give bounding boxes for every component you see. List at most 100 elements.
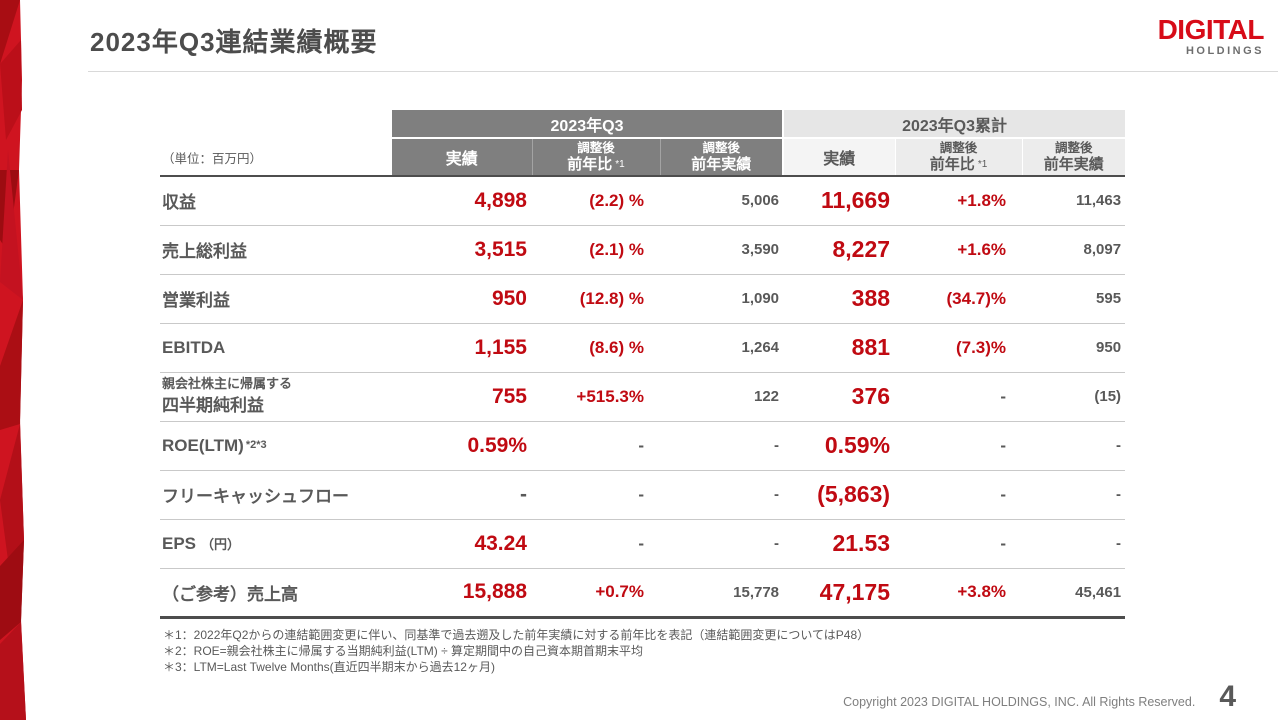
cell-q3-prev: 5,006 <box>660 176 784 226</box>
cell-ytd-prev: 45,461 <box>1022 568 1126 619</box>
footnote-ref-1: *1 <box>977 158 988 170</box>
results-table-body: 収益 4,898 (2.2) % 5,006 11,669 +1.8% 11,463 売上総利… <box>160 176 1126 619</box>
logo-holdings-text: HOLDINGS <box>1185 45 1264 57</box>
cell-ytd-actual: 8,227 <box>783 225 896 275</box>
cell-q3-prev: 15,778 <box>660 568 784 619</box>
row-label: フリーキャッシュフロー <box>160 470 392 520</box>
cell-ytd-actual: 11,669 <box>783 176 896 226</box>
page-number: 4 <box>1219 680 1236 713</box>
header-ytd-adjusted-yoy: 調整後 前年比 *1 <box>894 138 1023 177</box>
title-divider <box>88 71 1278 72</box>
cell-ytd-prev: 595 <box>1022 274 1126 324</box>
cell-ytd-actual: 881 <box>783 323 896 373</box>
company-logo: DIGITAL HOLDINGS <box>1157 14 1265 57</box>
footnotes: ＊1：2022年Q2からの連結範囲変更に伴い、同基準で過去遡及した前年実績に対す… <box>163 628 869 675</box>
cell-q3-prev: 122 <box>660 372 784 422</box>
cell-q3-prev: - <box>660 421 784 471</box>
cell-q3-actual: 1,155 <box>392 323 532 373</box>
results-table: （単位：百万円） 2023年Q3 2023年Q3累計 実績 調整後 前年比 *1 … <box>160 110 1126 619</box>
header-ytd-adjusted-prev: 調整後 前年実績 <box>1021 138 1126 177</box>
left-accent-band <box>0 0 26 720</box>
cell-q3-yoy: +0.7% <box>532 568 660 619</box>
slide-footer: Copyright 2023 DIGITAL HOLDINGS, INC. Al… <box>843 680 1236 714</box>
cell-q3-actual: 950 <box>392 274 532 324</box>
cell-q3-actual: 43.24 <box>392 519 532 569</box>
row-label: ROE(LTM) *2*3 <box>160 421 392 471</box>
cell-ytd-yoy: - <box>895 470 1023 520</box>
cell-q3-actual: 15,888 <box>392 568 532 619</box>
table-row: 収益 4,898 (2.2) % 5,006 11,669 +1.8% 11,463 <box>160 176 1126 226</box>
cell-q3-yoy: (8.6) % <box>532 323 660 373</box>
cell-q3-yoy: (2.1) % <box>532 225 660 275</box>
header-q3-actual: 実績 <box>392 138 532 177</box>
cell-ytd-yoy: +1.6% <box>895 225 1023 275</box>
footnote-2: ＊2：ROE=親会社株主に帰属する当期純利益(LTM) ÷ 算定期間中の自己資本… <box>163 643 644 658</box>
footnote-ref-1: *1 <box>615 158 625 170</box>
cell-q3-yoy: - <box>532 421 660 471</box>
cell-q3-yoy: (2.2) % <box>532 176 660 226</box>
cell-ytd-yoy: +3.8% <box>895 568 1023 619</box>
table-row: （ご参考）売上高 15,888 +0.7% 15,778 47,175 +3.8% 45,4… <box>160 568 1126 619</box>
cell-ytd-prev: (15) <box>1022 372 1126 422</box>
header-q3-adjusted-prev: 調整後 前年実績 <box>659 138 784 177</box>
cell-ytd-yoy: - <box>895 519 1023 569</box>
row-label: EBITDA <box>160 323 392 373</box>
table-row: EPS （円） 43.24- -21.53- - <box>160 519 1126 569</box>
cell-q3-actual: 0.59% <box>392 421 532 471</box>
cell-q3-actual: 755 <box>392 372 532 422</box>
cell-ytd-yoy: (34.7)% <box>895 274 1023 324</box>
cell-q3-actual: 3,515 <box>392 225 532 275</box>
header-q3-adjusted-yoy: 調整後 前年比 *1 <box>531 138 660 177</box>
table-row: ROE(LTM) *2*3 0.59% - -0.59% - - <box>160 421 1126 471</box>
cell-q3-actual: 4,898 <box>392 176 532 226</box>
cell-ytd-actual: 388 <box>783 274 896 324</box>
page-title: 2023年Q3連結業績概要 <box>90 27 378 57</box>
results-table-container: （単位：百万円） 2023年Q3 2023年Q3累計 実績 調整後 前年比 *1 … <box>160 110 1126 619</box>
cell-q3-prev: - <box>660 519 784 569</box>
cell-ytd-prev: - <box>1022 421 1126 471</box>
cell-ytd-actual: 21.53 <box>783 519 896 569</box>
cell-ytd-actual: (5,863) <box>783 470 896 520</box>
row-label: 親会社株主に帰属する 四半期純利益 <box>160 372 392 422</box>
cell-q3-prev: 3,590 <box>660 225 784 275</box>
copyright-text: Copyright 2023 DIGITAL HOLDINGS, INC. Al… <box>843 695 1196 709</box>
cell-ytd-prev: 11,463 <box>1022 176 1126 226</box>
row-label: EPS （円） <box>160 519 392 569</box>
row-label: 売上総利益 <box>160 225 392 275</box>
column-group-q3: 2023年Q3 <box>392 110 784 139</box>
cell-q3-yoy: +515.3% <box>532 372 660 422</box>
table-row: 売上総利益 3,515 (2.1) % 3,590 8,227 +1.6% 8,097 <box>160 225 1126 275</box>
cell-q3-actual: - <box>392 470 532 520</box>
cell-q3-yoy: - <box>532 470 660 520</box>
table-row: フリーキャッシュフロー - - - (5,863) - - <box>160 470 1126 520</box>
cell-ytd-yoy: - <box>895 421 1023 471</box>
header-ytd-actual: 実績 <box>782 138 896 177</box>
cell-q3-prev: 1,090 <box>660 274 784 324</box>
cell-q3-prev: - <box>660 470 784 520</box>
table-row: EBITDA 1,155 (8.6) % 1,264 881 (7.3)% 950 <box>160 323 1126 373</box>
cell-q3-yoy: - <box>532 519 660 569</box>
column-group-q3-cumulative: 2023年Q3累計 <box>782 110 1126 139</box>
table-row: 営業利益 950 (12.8) % 1,090 388 (34.7)% 595 <box>160 274 1126 324</box>
cell-ytd-prev: 950 <box>1022 323 1126 373</box>
cell-ytd-yoy: (7.3)% <box>895 323 1023 373</box>
row-label: 営業利益 <box>160 274 392 324</box>
cell-q3-yoy: (12.8) % <box>532 274 660 324</box>
footnote-3: ＊3：LTM=Last Twelve Months(直近四半期末から過去12ヶ月… <box>163 659 495 674</box>
row-label: 収益 <box>160 176 392 226</box>
unit-note: （単位：百万円） <box>160 110 392 177</box>
logo-digital-text: DIGITAL <box>1157 14 1265 45</box>
cell-ytd-prev: - <box>1022 470 1126 520</box>
cell-ytd-actual: 0.59% <box>783 421 896 471</box>
cell-ytd-yoy: +1.8% <box>895 176 1023 226</box>
row-label: （ご参考）売上高 <box>160 568 392 619</box>
cell-ytd-yoy: - <box>895 372 1023 422</box>
cell-ytd-prev: - <box>1022 519 1126 569</box>
footnote-1: ＊1：2022年Q2からの連結範囲変更に伴い、同基準で過去遡及した前年実績に対す… <box>163 628 870 642</box>
cell-q3-prev: 1,264 <box>660 323 784 373</box>
cell-ytd-actual: 376 <box>783 372 896 422</box>
table-row: 親会社株主に帰属する 四半期純利益 755 +515.3% 122 376- (15) <box>160 372 1126 422</box>
cell-ytd-prev: 8,097 <box>1022 225 1126 275</box>
cell-ytd-actual: 47,175 <box>783 568 896 619</box>
